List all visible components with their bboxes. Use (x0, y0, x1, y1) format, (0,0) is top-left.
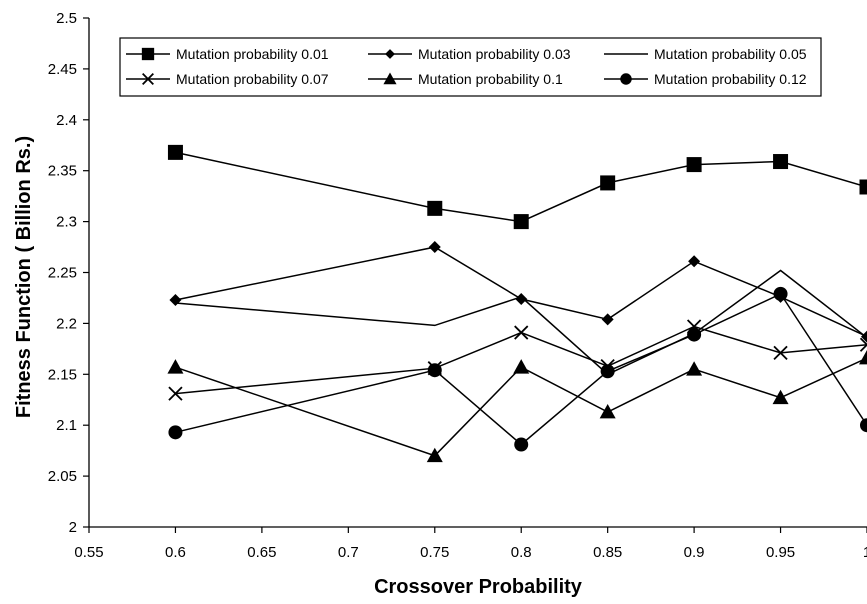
series-layer (167, 144, 867, 463)
series-line (175, 269, 867, 376)
data-point (773, 154, 789, 170)
legend-box (119, 37, 822, 97)
x-stroke (859, 343, 867, 352)
legend-label: Mutation probability 0.05 (654, 46, 807, 62)
x-tick-label: 0.7 (338, 544, 359, 561)
data-point (169, 293, 182, 306)
series-line (175, 246, 867, 338)
y-tick-label: 2.2 (56, 315, 77, 332)
y-tick-label: 2.05 (48, 468, 77, 485)
data-point (514, 437, 529, 452)
data-point (426, 447, 443, 463)
legend-item: Mutation probability 0.05 (604, 46, 807, 62)
legend-item: Mutation probability 0.01 (126, 46, 329, 62)
legend-item: Mutation probability 0.12 (604, 71, 807, 87)
data-point (513, 359, 530, 374)
x-stroke (168, 386, 183, 401)
x-tick-label: 0.75 (420, 544, 449, 561)
y-tick-label: 2.35 (48, 163, 77, 180)
data-point (772, 389, 789, 405)
data-point (859, 350, 867, 365)
y-tick-label: 2.15 (48, 366, 77, 383)
data-point (860, 418, 867, 433)
series-1 (167, 144, 867, 230)
axes: 2 2.05 2.1 2.15 2.2 2.25 2.3 2.35 2.4 2.45 2.5 0.55… (48, 10, 867, 561)
x-stroke (142, 73, 154, 85)
y-axis-title: Fitness Function ( Billion Rs.) (13, 136, 35, 418)
series-6 (168, 286, 867, 452)
data-point (600, 364, 615, 379)
legend-marker (385, 49, 395, 59)
data-point (428, 241, 441, 254)
data-point (686, 157, 702, 173)
y-tick-label: 2.45 (48, 61, 77, 78)
data-point (168, 386, 183, 401)
data-point (688, 255, 701, 268)
legend-label: Mutation probability 0.12 (654, 71, 807, 87)
legend-marker (383, 72, 397, 85)
x-axis-title: Crossover Probability (374, 576, 583, 598)
data-point (427, 200, 443, 216)
legend-label: Mutation probability 0.07 (176, 71, 329, 87)
data-point (167, 144, 183, 160)
data-point (167, 359, 184, 374)
y-tick-label: 2.3 (56, 214, 77, 231)
data-point (514, 325, 529, 340)
x-tick-label: 0.8 (511, 544, 532, 561)
data-point (599, 403, 616, 419)
x-tick-label: 0.65 (247, 544, 276, 561)
x-tick-label: 0.55 (74, 544, 103, 561)
data-point (168, 425, 183, 440)
data-point (859, 179, 867, 195)
legend-marker (141, 47, 155, 61)
data-point (427, 363, 442, 378)
data-point (773, 286, 788, 301)
data-point (686, 361, 703, 376)
y-tick-label: 2.1 (56, 417, 77, 434)
data-point (687, 327, 702, 342)
legend-item: Mutation probability 0.1 (368, 71, 563, 87)
data-point (773, 345, 788, 361)
series-5 (167, 350, 867, 463)
legend: Mutation probability 0.01 Mutation probab… (119, 37, 822, 97)
series-4 (168, 319, 867, 401)
legend-marker (620, 73, 632, 85)
x-stroke (773, 345, 788, 361)
data-point (600, 175, 616, 191)
legend-label: Mutation probability 0.03 (418, 46, 571, 62)
y-tick-label: 2.25 (48, 265, 77, 282)
legend-label: Mutation probability 0.01 (176, 46, 329, 62)
x-tick-label: 0.9 (684, 544, 705, 561)
x-tick-label: 0.6 (165, 544, 186, 561)
data-point (515, 292, 528, 305)
y-tick-label: 2.5 (56, 10, 77, 27)
x-stroke (859, 337, 867, 347)
legend-item: Mutation probability 0.07 (126, 71, 329, 87)
x-tick-label: 0.85 (593, 544, 622, 561)
legend-marker (142, 73, 154, 85)
x-tick-label: 1 (863, 544, 867, 561)
data-point (861, 330, 867, 343)
x-stroke (514, 325, 529, 340)
y-tick-label: 2 (69, 519, 77, 536)
data-point (859, 337, 867, 352)
y-tick-label: 2.4 (56, 112, 77, 129)
x-tick-label: 0.95 (766, 544, 795, 561)
series-3 (175, 269, 867, 376)
legend-item: Mutation probability 0.03 (368, 46, 571, 62)
series-line (175, 151, 867, 223)
data-point (601, 313, 614, 326)
data-point (513, 214, 529, 230)
legend-label: Mutation probability 0.1 (418, 71, 563, 87)
series-2 (169, 241, 867, 343)
